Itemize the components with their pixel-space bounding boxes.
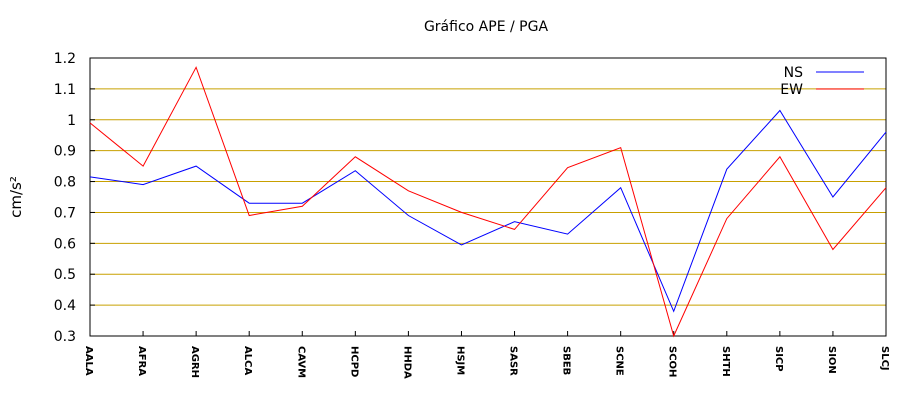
y-tick-label: 0.3 [54,329,76,345]
x-tick-label: AALA [83,346,94,376]
y-tick-label: 1 [67,113,76,129]
x-tick-label: ALCA [242,346,253,375]
series-line-ew [89,66,887,338]
x-tick-label: SION [826,346,837,374]
y-tick-label: 0.8 [54,175,76,191]
y-tick-label: 0.5 [54,267,76,283]
y-tick-label: 1.2 [54,51,76,67]
x-tick-label: HCPD [348,346,359,377]
y-axis-ticks: 0.3 0.4 0.5 0.6 0.7 0.8 0.9 1 1.1 1.2 [54,51,95,345]
plot-area-frame [89,57,887,337]
x-tick-label: SLCJ [879,346,890,371]
chart-title: Gráfico APE / PGA [424,19,548,35]
y-tick-label: 0.4 [54,298,76,314]
legend-label-ew: EW [780,82,803,98]
y-tick-label: 0.7 [54,205,76,221]
x-tick-label: AGRH [189,346,200,378]
series-line-ns [89,109,887,313]
y-tick-label: 0.9 [54,144,76,160]
x-tick-label: CAVM [295,346,306,378]
y-axis-label: cm/s² [7,176,25,218]
x-tick-label: HSJM [454,346,465,375]
legend-label-ns: NS [784,65,803,81]
x-tick-label: SCNE [614,346,625,376]
x-tick-label: SBEB [561,346,572,375]
x-tick-label: AFRA [136,346,147,376]
grid-layer [90,88,886,306]
x-tick-label: SCOH [667,346,678,377]
series-layer [89,66,887,338]
x-tick-label: SICP [773,346,784,372]
x-tick-label: HHDA [401,346,412,379]
x-tick-label: SHTH [720,346,731,377]
x-axis-ticks: AALA AFRA AGRH ALCA CAVM HCPD HHDA HSJM SASR SBEB… [83,331,890,379]
x-tick-label: SASR [508,346,519,376]
y-tick-label: 1.1 [54,82,76,98]
y-tick-label: 0.6 [54,236,76,252]
